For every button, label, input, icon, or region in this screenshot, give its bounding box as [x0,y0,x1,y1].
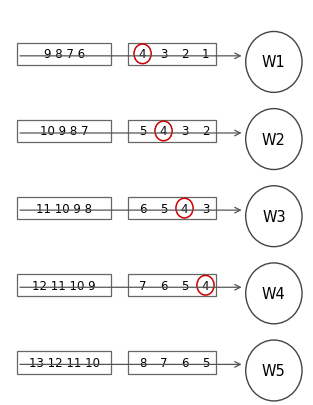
Text: 5: 5 [160,202,167,215]
Text: 5: 5 [181,279,188,292]
Text: 13 12 11 10: 13 12 11 10 [29,356,100,369]
Bar [17,120,111,143]
Bar [17,198,111,220]
Ellipse shape [246,109,302,170]
Text: 3: 3 [202,202,209,215]
Bar [128,275,216,297]
Text: 4: 4 [139,48,146,61]
Text: 10 9 8 7: 10 9 8 7 [40,125,88,138]
Text: 1: 1 [202,48,209,61]
Text: 5: 5 [202,356,209,369]
Ellipse shape [246,263,302,324]
Text: 11 10 9 8: 11 10 9 8 [36,202,92,215]
Bar [128,198,216,220]
Text: 3: 3 [181,125,188,138]
Text: 7: 7 [160,356,167,369]
Text: W4: W4 [262,286,286,301]
Text: 4: 4 [202,279,209,292]
Bar [17,275,111,297]
Ellipse shape [246,340,302,401]
Text: 8: 8 [139,356,146,369]
Text: 4: 4 [181,202,188,215]
Ellipse shape [246,32,302,93]
Text: 3: 3 [160,48,167,61]
Text: W5: W5 [262,363,286,378]
Text: 4: 4 [160,125,167,138]
Text: W3: W3 [262,209,286,224]
Bar [128,43,216,66]
Text: 2: 2 [202,125,209,138]
Bar [128,352,216,374]
Text: W2: W2 [262,132,286,147]
Bar [128,120,216,143]
Text: 2: 2 [181,48,188,61]
Text: 7: 7 [139,279,146,292]
Text: 6: 6 [139,202,146,215]
Text: 12 11 10 9: 12 11 10 9 [32,279,96,292]
Text: 6: 6 [160,279,167,292]
Text: 5: 5 [139,125,146,138]
Text: 9 8 7 6: 9 8 7 6 [44,48,85,61]
Text: 6: 6 [181,356,188,369]
Bar [17,352,111,374]
Text: W1: W1 [262,55,286,70]
Bar [17,43,111,66]
Ellipse shape [246,186,302,247]
